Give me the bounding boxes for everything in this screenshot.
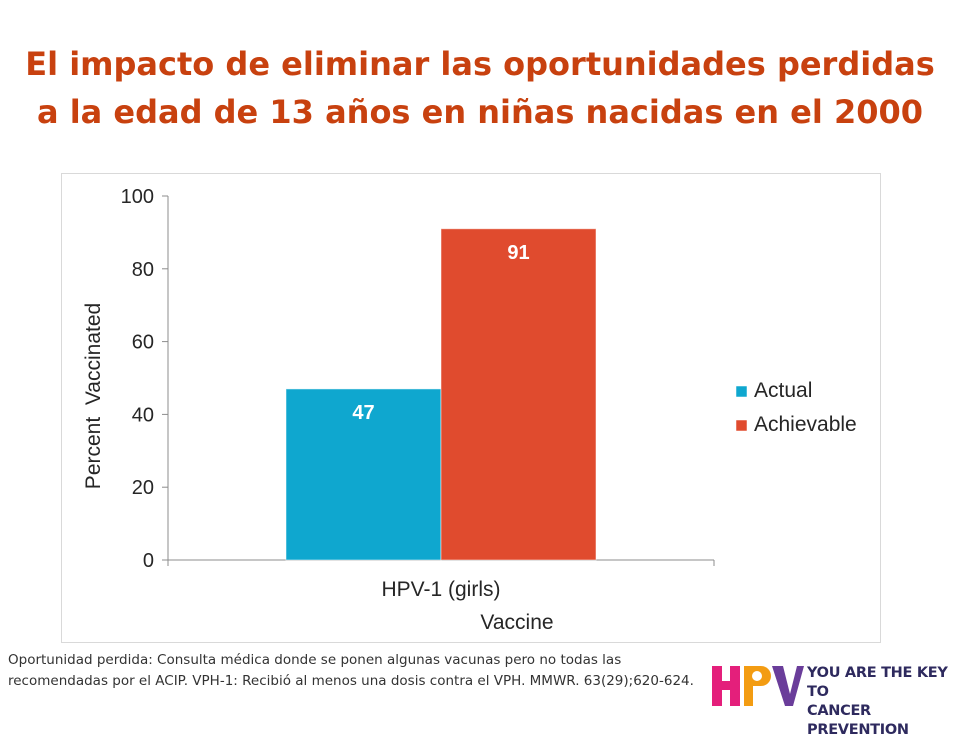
title-line-1: El impacto de eliminar las oportunidades… bbox=[25, 45, 935, 83]
y-tick-label: 100 bbox=[121, 186, 154, 208]
chart-frame: 0 20 40 60 80 100 HPV-1 (girls) Vaccine Percent … bbox=[61, 173, 881, 643]
data-label: 47 bbox=[352, 402, 374, 424]
legend-swatch-actual bbox=[735, 385, 748, 398]
y-tick-label: 20 bbox=[132, 477, 154, 499]
y-tick-label: 60 bbox=[132, 332, 154, 354]
y-tick-label: 40 bbox=[132, 404, 154, 426]
hpv-campaign-logo: YOU ARE THE KEY TO CANCER PREVENTION bbox=[712, 660, 952, 738]
chart-bars bbox=[285, 228, 597, 561]
legend-label-achievable: Achievable bbox=[754, 413, 857, 436]
data-label: 91 bbox=[507, 242, 529, 264]
footnote: Oportunidad perdida: Consulta médica don… bbox=[8, 652, 694, 689]
bar-chart: 0 20 40 60 80 100 HPV-1 (girls) Vaccine Percent … bbox=[82, 186, 857, 634]
chart-axes: 0 20 40 60 80 100 HPV-1 (girls) Vaccine Percent … bbox=[82, 186, 715, 634]
chart-labels: 47 91 bbox=[352, 242, 529, 424]
bar-achievable bbox=[440, 228, 597, 561]
logo-tagline-line-1: YOU ARE THE KEY TO bbox=[807, 665, 948, 700]
y-axis-title: Percent Vaccinated bbox=[82, 303, 105, 489]
x-axis-title: Vaccine bbox=[480, 611, 553, 634]
legend-label-actual: Actual bbox=[754, 379, 812, 402]
y-tick-label: 80 bbox=[132, 259, 154, 281]
slide-title: El impacto de eliminar las oportunidades… bbox=[0, 40, 960, 136]
chart-legend: Actual Achievable bbox=[735, 379, 857, 436]
title-line-2: a la edad de 13 años en niñas nacidas en… bbox=[36, 93, 924, 131]
logo-tagline: YOU ARE THE KEY TO CANCER PREVENTION bbox=[807, 664, 957, 740]
bar-actual bbox=[285, 388, 442, 561]
logo-tagline-line-2: CANCER PREVENTION bbox=[807, 703, 909, 738]
hpv-logo-mark bbox=[712, 666, 804, 706]
x-tick-label: HPV-1 (girls) bbox=[381, 578, 500, 601]
legend-swatch-achievable bbox=[735, 419, 748, 432]
y-tick-label: 0 bbox=[143, 550, 154, 572]
